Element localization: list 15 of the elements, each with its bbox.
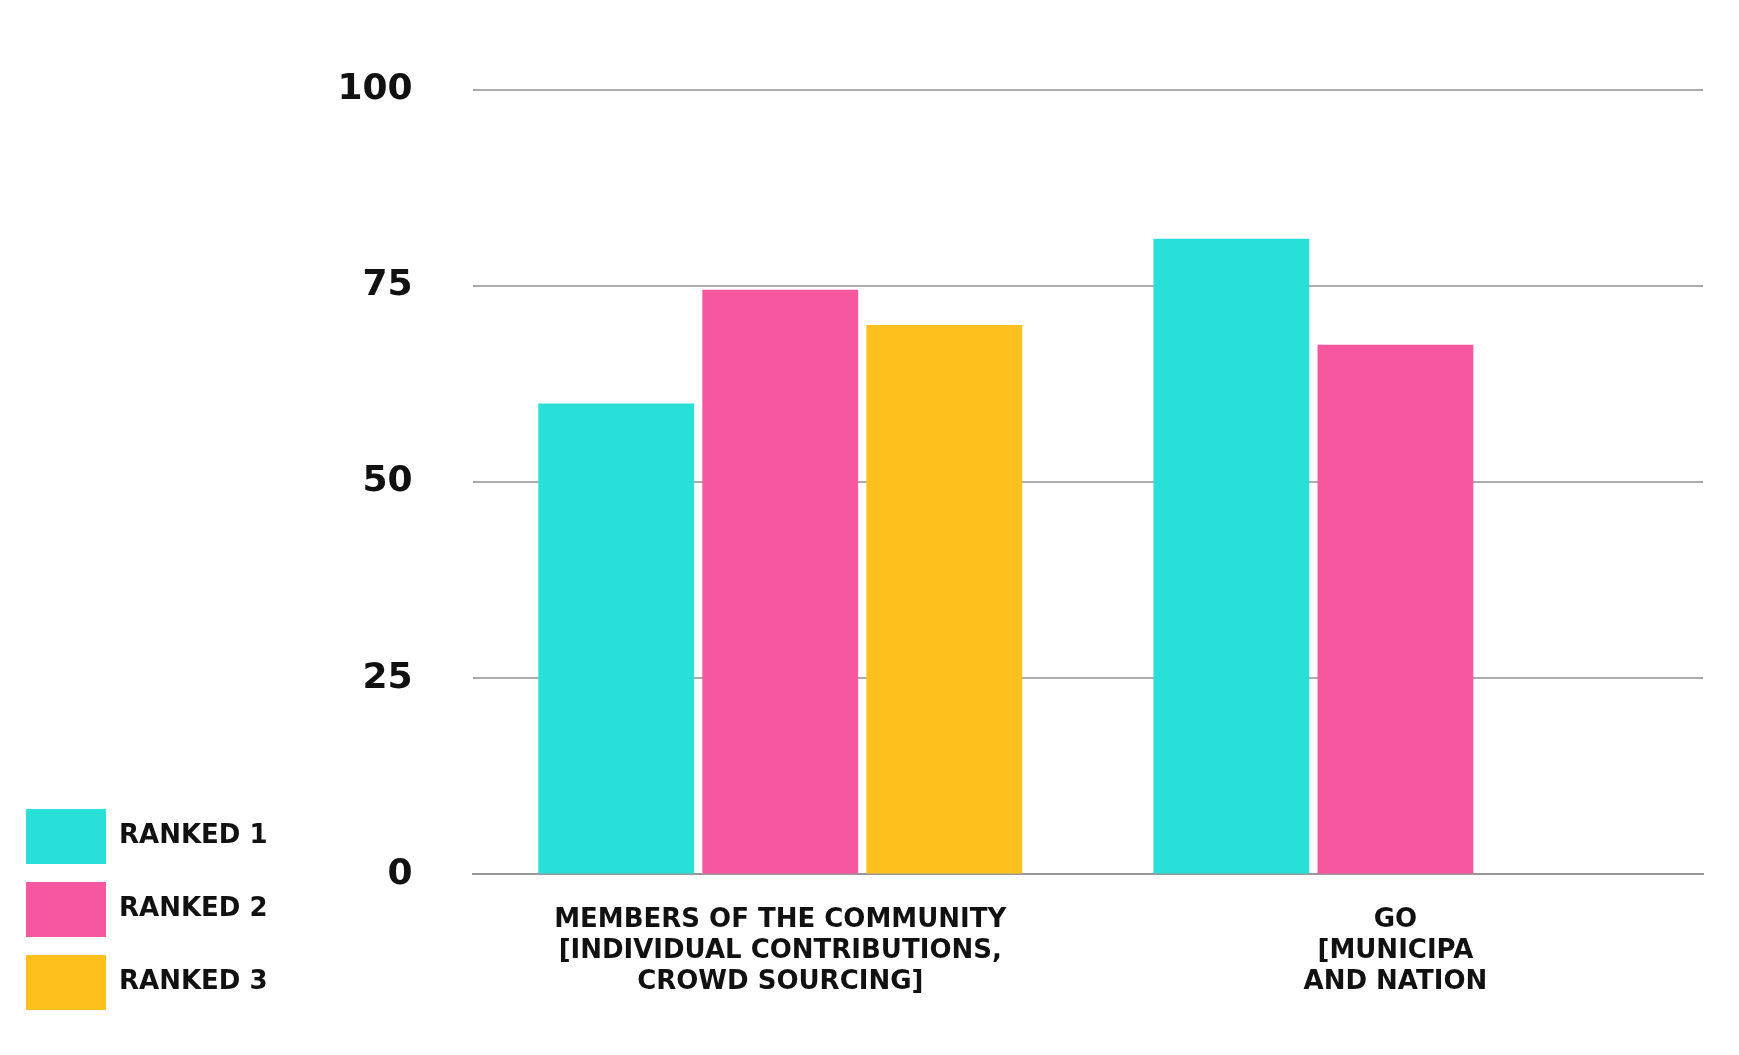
bar (1317, 344, 1474, 874)
legend-label: RANKED 3 (119, 965, 268, 996)
legend-label: RANKED 2 (119, 892, 268, 923)
bar (702, 289, 859, 874)
bar (538, 403, 695, 874)
y-tick-label: 75 (362, 262, 413, 304)
y-tick-label: 0 (387, 850, 413, 892)
x-tick-label: MEMBERS OF THE COMMUNITY [INDIVIDUAL CONTRIBUTIONS, CROWD SOURCING] (554, 902, 1008, 996)
y-tick-label: 25 (362, 654, 413, 696)
y-tick-label: 50 (362, 458, 413, 500)
bar (1153, 238, 1310, 874)
x-tick-label: GO [MUNICIPA AND NATION (1303, 902, 1488, 996)
legend-label: RANKED 1 (119, 819, 268, 850)
bar (866, 325, 1023, 874)
y-tick-label: 100 (337, 65, 413, 107)
